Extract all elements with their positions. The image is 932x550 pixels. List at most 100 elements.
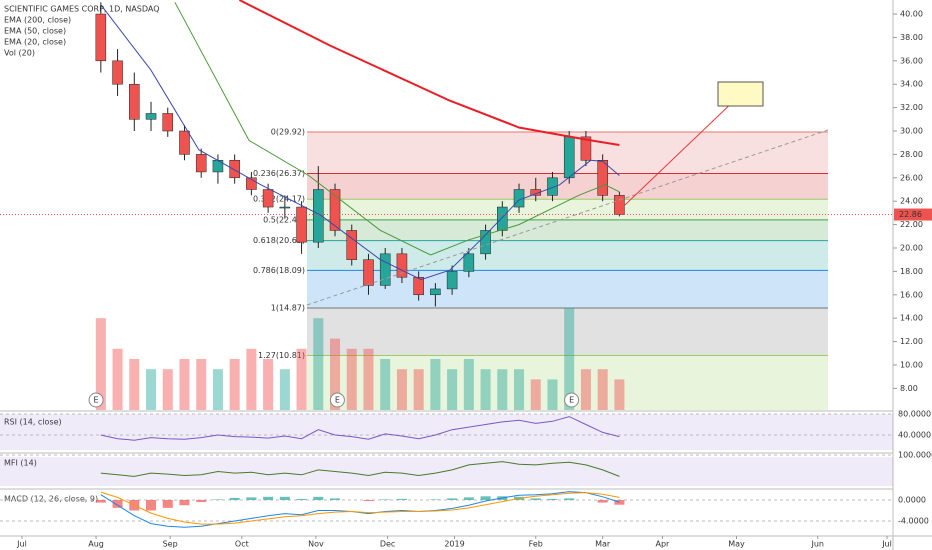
macd-histogram [463, 497, 474, 500]
volume-bar [246, 348, 257, 410]
fib-band [307, 219, 828, 241]
macd-histogram [279, 496, 290, 500]
y-tick-label: 18.00 [900, 267, 923, 276]
volume-bar [547, 379, 558, 410]
fib-label: 1(14.87) [271, 303, 305, 312]
event-label: E [94, 396, 99, 405]
macd-histogram [564, 498, 575, 500]
x-tick-label: Feb [529, 540, 543, 549]
volume-bar [447, 369, 458, 410]
ema-line [100, 4, 620, 281]
event-marker [88, 392, 104, 408]
macd-histogram [480, 496, 491, 500]
macd-line [100, 491, 620, 525]
arrow [624, 96, 739, 206]
fib-label: 0.618(20.63) [253, 236, 305, 245]
fib-band [307, 307, 828, 356]
volume-bar [313, 318, 324, 410]
candle-body [463, 253, 475, 272]
x-tick-label: Dec [380, 540, 395, 549]
candle-body [112, 60, 123, 85]
y-tick-label: 10.00 [900, 360, 923, 369]
fib-label: 0.236(26.37) [253, 169, 305, 178]
pane-label: MACD (12, 26, close, 9) [4, 495, 98, 504]
candle-body [329, 189, 341, 231]
volume-bar [229, 359, 240, 410]
x-tick-label: Jul [881, 540, 892, 549]
fib-label: 0(29.92) [271, 127, 305, 136]
y-tick-label: 20.00 [900, 243, 923, 252]
macd-histogram [597, 499, 608, 503]
y-tick-label: 100.0000 [898, 451, 932, 460]
x-tick-label: May [728, 540, 745, 549]
y-tick-label: 24.00 [900, 197, 923, 206]
volume-bar [497, 369, 508, 410]
y-tick-label: 34.00 [900, 80, 923, 89]
y-tick-label: 28.00 [900, 150, 923, 159]
macd-histogram [447, 498, 458, 500]
y-tick-label: 38.00 [900, 33, 923, 42]
macd-histogram [530, 498, 541, 500]
candle-body [446, 271, 458, 290]
volume-bar [112, 348, 123, 410]
volume-bar [346, 348, 357, 410]
pane-label: RSI (14, close) [4, 418, 62, 427]
fib-label: 0.5(22.40) [263, 215, 305, 224]
indicator-line [100, 416, 620, 441]
x-tick-label: Mar [595, 540, 611, 549]
volume-bar [614, 379, 625, 410]
volume-bar [514, 369, 525, 410]
fib-band [307, 270, 828, 308]
y-tick-label: 0.0000 [898, 495, 926, 504]
x-tick-label: Sep [163, 540, 178, 549]
macd-histogram [380, 499, 391, 500]
fib-band [307, 240, 828, 271]
volume-bar [413, 369, 424, 410]
indicator-line [100, 461, 620, 477]
fib-label: 1.27(10.81) [258, 351, 305, 360]
y-tick-label: 8.00 [900, 384, 918, 393]
legend-entry: Vol (20) [4, 49, 35, 58]
legend-entry: EMA (50, close) [4, 27, 66, 36]
candle-body [563, 136, 575, 179]
macd-histogram [396, 498, 407, 500]
candle-body [246, 177, 257, 190]
macd-histogram [112, 499, 123, 508]
candle-body [396, 253, 408, 278]
last-price-box [894, 208, 932, 221]
y-tick-label: 32.00 [900, 103, 923, 112]
chart-title: SCIENTIFIC GAMES CORP, 1D, NASDAQ [4, 5, 160, 14]
y-tick-label: 36.00 [900, 56, 923, 65]
volume-bar [363, 348, 374, 410]
y-tick-label: 14.00 [900, 314, 923, 323]
event-marker [564, 392, 580, 408]
macd-histogram [263, 496, 274, 500]
volume-bar [330, 338, 341, 410]
target-box [717, 81, 764, 107]
volume-bar [530, 379, 541, 410]
candle-body [195, 154, 207, 173]
ema-line [238, 0, 620, 146]
volume-bar [430, 359, 441, 410]
candle-body [262, 189, 274, 208]
volume-bar [564, 308, 575, 410]
volume-bar [95, 318, 106, 410]
volume-bar [296, 348, 307, 410]
volume-bar [580, 369, 591, 410]
main-pane: 0(29.92) 0.236(26.37) 0.382(24.17) 0.5(22.4… [95, 0, 828, 410]
x-tick-label: Aug [88, 540, 104, 549]
candle-body [614, 195, 625, 215]
macd-histogram [363, 499, 374, 502]
event-marker [329, 392, 345, 408]
candle-body [547, 177, 558, 196]
candle-body [129, 83, 140, 120]
fib-label: 0.786(18.09) [253, 266, 305, 275]
candle-body [363, 259, 374, 286]
candle-body [346, 230, 358, 260]
legend-entry: EMA (20, close) [4, 38, 66, 47]
volume-bar [263, 359, 274, 410]
volume-bar [196, 359, 207, 410]
y-tick-label: -4.0000 [898, 516, 929, 525]
candle-body [430, 288, 441, 296]
